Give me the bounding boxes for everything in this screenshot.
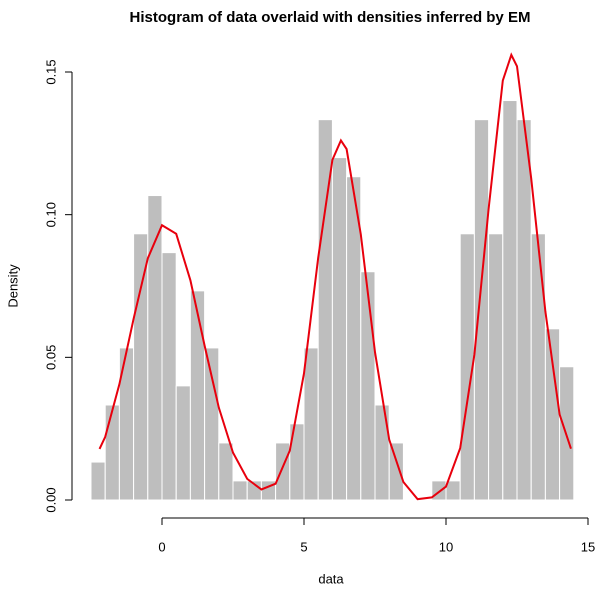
- y-axis-label: Density: [5, 264, 20, 308]
- histogram-bar: [232, 480, 248, 501]
- histogram-bar: [516, 119, 532, 501]
- histogram-bar: [90, 461, 106, 501]
- histogram-bar: [218, 442, 234, 501]
- histogram-bar: [204, 347, 220, 501]
- histogram-bar: [502, 100, 518, 501]
- histogram-bar: [360, 271, 376, 501]
- histogram-bar: [374, 404, 390, 501]
- x-tick-label: 15: [581, 539, 595, 554]
- histogram-bar: [331, 157, 348, 501]
- histogram-bar: [303, 347, 319, 501]
- x-tick-label: 10: [439, 539, 453, 554]
- histogram-bar: [175, 385, 191, 501]
- histogram-bar: [445, 480, 461, 501]
- histogram-bar: [189, 290, 206, 501]
- y-tick-label: 0.00: [43, 487, 58, 512]
- y-tick-label: 0.05: [43, 345, 58, 370]
- histogram-bar: [544, 328, 561, 501]
- histogram-bar: [530, 233, 546, 501]
- histogram-bar: [161, 252, 177, 501]
- histogram-bar: [431, 480, 447, 501]
- density-curve: [98, 52, 572, 501]
- x-axis-label: data: [318, 571, 344, 586]
- histogram-bar: [275, 442, 291, 501]
- histogram-bar: [133, 233, 149, 501]
- histogram-bar: [473, 119, 490, 501]
- y-tick-label: 0.15: [43, 59, 58, 84]
- chart-title: Histogram of data overlaid with densitie…: [130, 9, 531, 26]
- y-tick-label: 0.10: [43, 202, 58, 227]
- x-tick-label: 5: [300, 539, 307, 554]
- x-tick-label: 0: [158, 539, 165, 554]
- histogram-bar: [488, 233, 504, 501]
- histogram-bar: [388, 442, 404, 501]
- histogram-bar: [104, 404, 120, 501]
